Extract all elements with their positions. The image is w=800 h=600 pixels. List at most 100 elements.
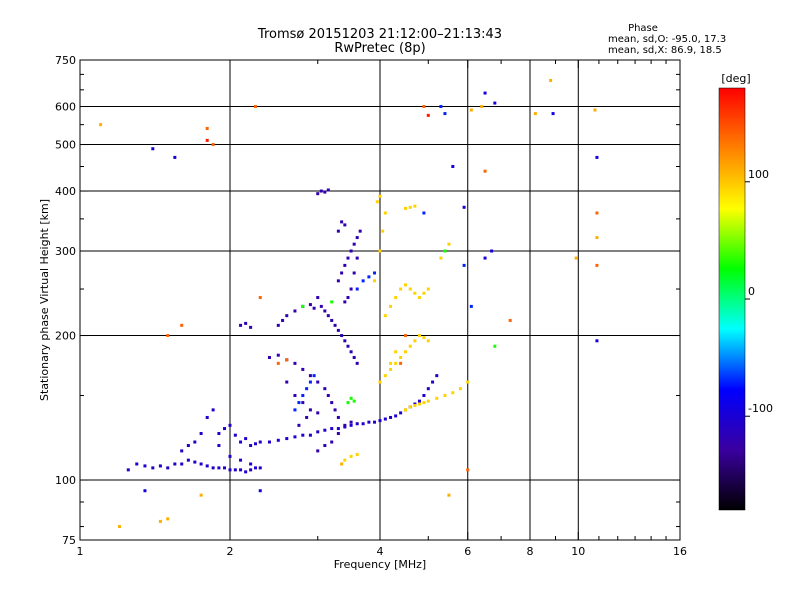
data-point (480, 105, 484, 109)
data-point (336, 415, 340, 419)
data-point (435, 396, 439, 400)
data-point (316, 296, 320, 300)
data-point (355, 256, 359, 260)
data-point (349, 396, 353, 400)
colorbar (718, 87, 746, 511)
axis-ticks: 1 2 4 6 8 10 16 75 100 200 300 400 500 600 750 (55, 54, 687, 558)
data-point (493, 344, 497, 348)
data-point (205, 126, 209, 130)
data-point (285, 437, 289, 441)
data-point (375, 200, 379, 204)
data-point (319, 304, 323, 308)
data-point (483, 256, 487, 260)
data-point (352, 271, 356, 275)
data-point (403, 334, 407, 338)
data-point (355, 287, 359, 291)
data-point (340, 220, 344, 224)
data-point (595, 211, 599, 215)
data-point (451, 164, 455, 168)
data-point (355, 361, 359, 365)
data-point (443, 249, 447, 253)
data-point (346, 256, 350, 260)
data-point (493, 101, 497, 105)
data-point (239, 468, 243, 472)
data-point (249, 468, 253, 472)
data-point (166, 517, 170, 521)
data-point (399, 287, 403, 291)
x-axis-label: Frequency [MHz] (334, 558, 426, 571)
x-tick-label: 2 (227, 545, 234, 558)
data-point (186, 458, 190, 462)
data-point (186, 444, 190, 448)
data-point (343, 423, 347, 427)
data-point (343, 339, 347, 343)
data-point (549, 78, 553, 82)
data-point (166, 334, 170, 338)
data-point (205, 415, 209, 419)
data-point (199, 493, 203, 497)
data-point (508, 318, 512, 322)
data-point (349, 249, 353, 253)
data-point (439, 256, 443, 260)
data-point (394, 350, 398, 354)
data-point (378, 380, 382, 384)
data-point (293, 361, 297, 365)
data-point (211, 466, 215, 470)
data-point (276, 438, 280, 442)
data-point (199, 432, 203, 436)
data-point (126, 468, 130, 472)
data-point (551, 112, 555, 116)
data-point (336, 432, 340, 436)
data-point (143, 464, 147, 468)
data-point (285, 380, 289, 384)
data-point (323, 387, 327, 391)
data-point (403, 408, 407, 412)
data-point (383, 374, 387, 378)
data-point (373, 271, 377, 275)
data-point (180, 323, 184, 327)
data-point (422, 336, 426, 340)
data-point (326, 314, 330, 318)
data-point (323, 444, 327, 448)
data-point (422, 105, 426, 109)
data-point (228, 454, 232, 458)
data-point (426, 387, 430, 391)
data-point (143, 489, 147, 493)
data-point (239, 458, 243, 462)
data-point (285, 358, 289, 362)
data-point (333, 323, 337, 327)
data-point (355, 453, 359, 457)
data-point (417, 402, 421, 406)
data-point (355, 236, 359, 240)
data-point (383, 211, 387, 215)
data-point (383, 314, 387, 318)
data-point (239, 440, 243, 444)
data-point (426, 399, 430, 403)
data-point (308, 380, 312, 384)
data-point (239, 323, 243, 327)
data-point (199, 462, 203, 466)
data-point (439, 105, 443, 109)
data-point (378, 419, 382, 423)
data-point (408, 344, 412, 348)
data-point (249, 462, 253, 466)
y-tick-label: 750 (55, 54, 76, 67)
chart-title: Tromsø 20151203 21:12:00–21:13:43 (257, 27, 502, 42)
data-point (293, 309, 297, 313)
data-point (308, 433, 312, 437)
data-point (336, 328, 340, 332)
data-point (426, 339, 430, 343)
data-point (217, 466, 221, 470)
data-point (352, 399, 356, 403)
data-point (244, 470, 248, 474)
data-point (244, 321, 248, 325)
colorbar-label: [deg] (721, 72, 750, 85)
data-point (408, 205, 412, 209)
data-point (305, 415, 309, 419)
data-point (346, 296, 350, 300)
data-point (349, 423, 353, 427)
data-point (595, 339, 599, 343)
data-point (293, 435, 297, 439)
data-point (403, 206, 407, 210)
data-point (383, 417, 387, 421)
